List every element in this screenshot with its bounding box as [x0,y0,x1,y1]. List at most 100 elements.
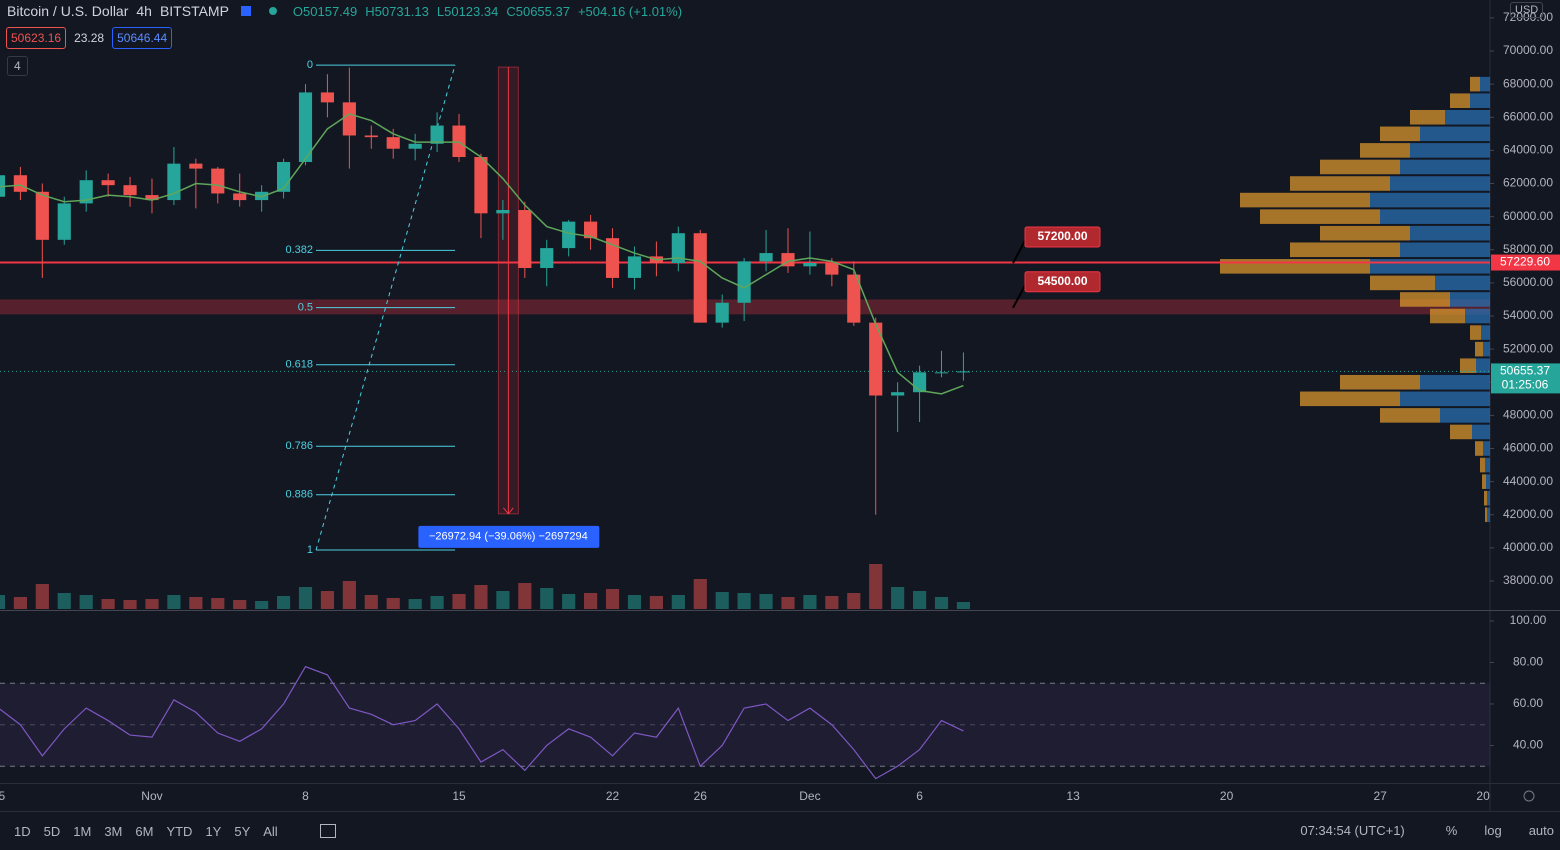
profile-down [1410,109,1445,125]
rsi-tick-label: 100.00 [1510,613,1547,627]
profile-down [1450,93,1470,108]
profile-up [1435,275,1490,291]
profile-down [1460,358,1476,373]
candle-body [57,203,71,240]
last-price-bg [1491,363,1560,394]
measure-label: −26972.94 (−39.06%) −2697294 [429,531,588,543]
fib-label: 0 [307,59,313,71]
range-button[interactable]: 1M [73,823,92,839]
percent-button[interactable]: % [1445,823,1458,838]
countdown: 01:25:06 [1502,378,1549,392]
candle-body [956,371,971,373]
volume-bar [540,588,554,609]
volume-bar [715,592,729,609]
ohlc-high: H50731.13 [365,3,429,19]
buy-button[interactable]: 50646.44 [112,27,173,49]
range-button[interactable]: 3M [104,823,123,839]
candle-body [452,125,466,158]
trade-row: 50623.16 23.28 50646.44 [6,27,173,49]
volume-bar [123,600,137,609]
chart: 0 0.382 0.5 0.618 0.786 0.886 1 −26972.94 (−39.… [0,0,1560,811]
profile-down [1400,292,1450,307]
volume-bar [759,594,773,609]
rsi-tick-label: 40.00 [1513,738,1543,752]
profile-up [1487,490,1490,506]
range-button[interactable]: 6M [135,823,154,839]
volume-bar [584,593,598,609]
volume-bar [781,597,795,609]
profile-down [1430,308,1465,324]
range-button[interactable]: All [263,823,278,839]
candle-body [912,372,927,393]
y-tick-label: 42000.00 [1503,507,1553,521]
candle-body [518,210,532,268]
profile-up [1470,93,1490,108]
price-tag: 57229.60 [1500,255,1550,269]
symbol: Bitcoin / U.S. Dollar [7,3,129,19]
profile-up [1370,259,1490,274]
y-tick-label: 62000.00 [1503,176,1553,190]
candle-body [627,256,642,278]
volume-bar [891,587,905,609]
calendar-icon[interactable] [319,824,336,838]
candle-body [430,125,444,144]
profile-up [1483,341,1490,357]
candle-body [386,137,400,149]
volume-bar [518,583,532,609]
y-tick-label: 58000.00 [1503,242,1553,256]
x-tick-label: Nov [141,789,162,803]
y-tick-label: 66000.00 [1503,109,1553,123]
fib-label: 0.886 [285,489,313,501]
volume-bar [342,581,356,609]
volume-bar [869,564,883,609]
candle-body [35,191,49,240]
candle-body [759,253,773,262]
candle-body [934,372,949,374]
candle-body [584,221,598,239]
profile-up [1481,325,1490,340]
settings-icon[interactable] [1523,790,1535,802]
volume-bar [803,595,817,609]
range-button[interactable]: 5D [43,823,61,839]
fib-label: 1 [307,544,313,556]
range-button[interactable]: YTD [166,823,193,839]
interval: 4h [136,3,152,19]
range-button[interactable]: 1D [14,823,31,839]
y-tick-label: 56000.00 [1503,275,1553,289]
x-tick-label: 26 [694,789,708,803]
profile-down [1482,474,1486,489]
profile-up [1410,143,1490,158]
x-tick-label: 6 [916,789,923,803]
profile-up [1472,424,1490,440]
volume-bar [13,597,27,609]
volume-bar [276,596,291,609]
candle-body [79,180,93,204]
volume-bar [101,599,115,609]
measure-label-bg [418,525,600,548]
exchange: BITSTAMP [159,3,229,19]
profile-up [1483,441,1490,456]
flag-icon[interactable] [240,6,251,16]
profile-down [1475,441,1483,456]
profile-down [1340,374,1420,390]
candle-body [320,92,335,103]
price-pane: 0 0.382 0.5 0.618 0.786 0.886 1 −26972.94 (−39.… [0,59,1490,609]
indicators-toggle[interactable]: 4 [7,56,28,76]
profile-up [1440,408,1490,423]
profile-up [1487,507,1490,523]
volume-bar [847,593,861,609]
x-tick-label: 15 [452,789,466,803]
sell-button[interactable]: 50623.16 [6,27,67,49]
y-tick-label: 52000.00 [1503,341,1553,355]
candle-body [715,302,729,323]
x-tick-label: 13 [1066,789,1080,803]
auto-button[interactable]: auto [1528,823,1554,838]
range-button[interactable]: 5Y [234,823,251,839]
profile-up [1485,457,1490,473]
currency-select[interactable]: USD [1510,2,1544,18]
volume-bar [386,598,400,609]
range-button[interactable]: 1Y [205,823,222,839]
candle-body [342,102,356,136]
log-button[interactable]: log [1484,823,1502,838]
profile-down [1360,143,1410,158]
